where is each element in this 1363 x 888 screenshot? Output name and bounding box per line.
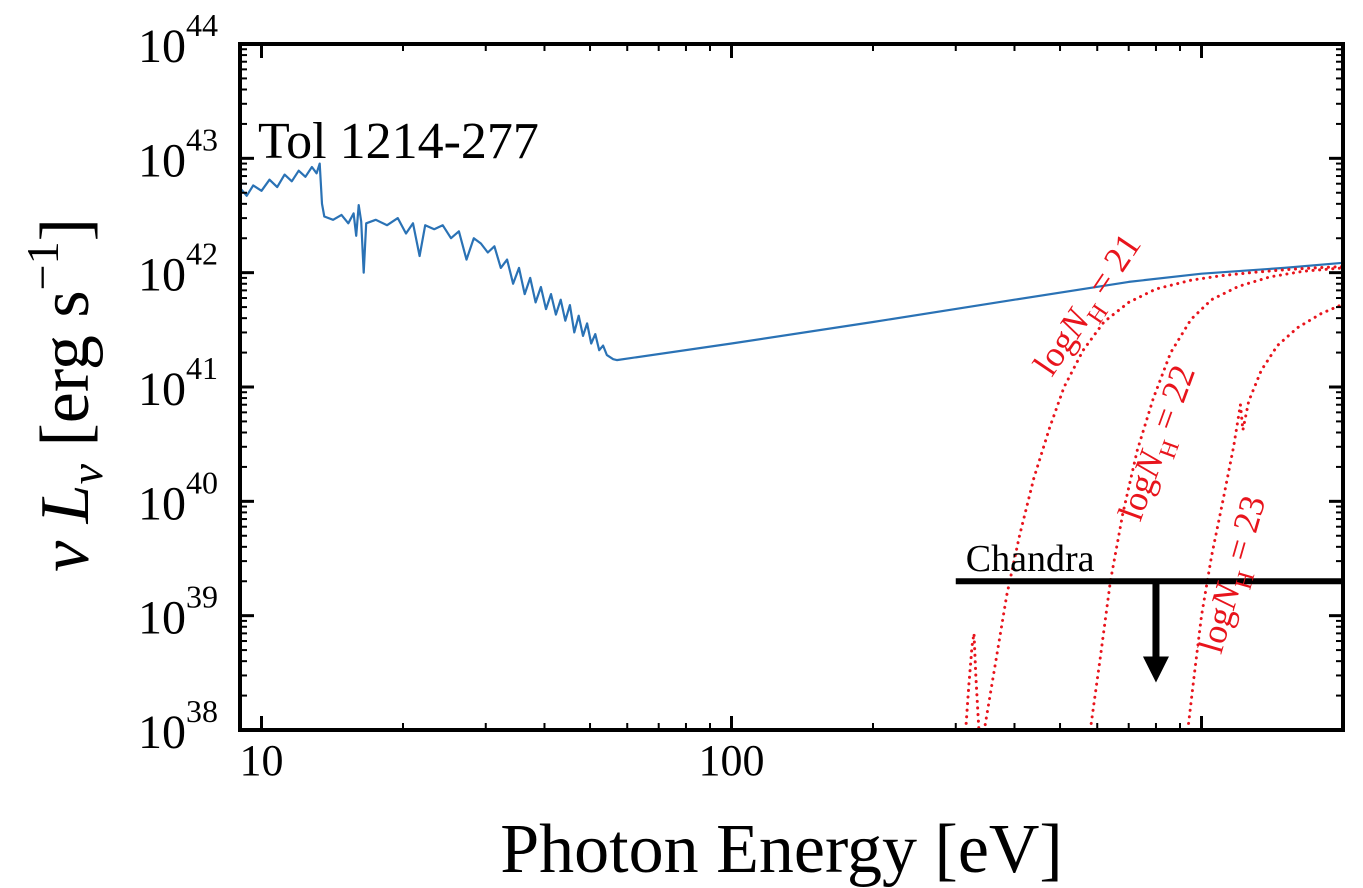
series-layer — [240, 162, 1343, 730]
y-label-subscript: ν — [61, 463, 112, 484]
y-tick-label: 1044 — [138, 7, 218, 73]
y-tick-base: 10 — [138, 134, 186, 187]
absorbed-line-1 — [964, 265, 1343, 730]
y-label-nu-l: ν L — [27, 484, 104, 572]
y-axis-label: ν Lν [erg s−1] — [17, 218, 112, 572]
y-tick-base: 10 — [138, 706, 186, 759]
y-tick-exponent: 39 — [186, 579, 218, 615]
y-tick-label: 1040 — [138, 464, 218, 530]
curve-label-2: logNH = 22 — [1110, 360, 1210, 528]
y-tick-base: 10 — [138, 363, 186, 416]
y-tick-label: 1039 — [138, 579, 218, 645]
curve-label-value: = 21 — [1074, 226, 1149, 310]
x-tick-label: 100 — [699, 736, 765, 785]
x-axis-label: Photon Energy [eV] — [500, 811, 1063, 888]
y-tick-exponent: 38 — [186, 693, 218, 729]
y-tick-base: 10 — [138, 249, 186, 302]
spectrum-line — [240, 162, 1343, 362]
y-tick-base: 10 — [138, 20, 186, 73]
curve-label-subscript: H — [1231, 569, 1261, 593]
y-label-units-close: ] — [27, 218, 104, 241]
labels-layer: Photon Energy [eV] ν Lν [erg s−1] Tol 1214… — [17, 113, 1281, 888]
y-tick-exponent: 43 — [186, 121, 218, 157]
y-tick-exponent: 41 — [186, 350, 218, 386]
y-tick-exponent: 44 — [186, 7, 218, 43]
y-label-units-exponent: −1 — [17, 241, 68, 290]
absorbed-line-3 — [1186, 302, 1343, 730]
y-tick-base: 10 — [138, 592, 186, 645]
object-name-annotation: Tol 1214-277 — [258, 113, 539, 170]
curve-label-3: logNH = 23 — [1190, 491, 1281, 660]
y-tick-label: 1038 — [138, 693, 218, 759]
y-tick-label: 1043 — [138, 121, 218, 187]
curve-label-value: = 23 — [1214, 491, 1273, 573]
upper-limit-layer: Chandra — [955, 538, 1343, 683]
upper-limit-arrowhead — [1142, 656, 1169, 683]
y-tick-exponent: 40 — [186, 464, 218, 500]
y-label-units: [erg s — [27, 290, 104, 464]
y-tick-base: 10 — [138, 477, 186, 530]
curve-label-1: logNH = 21 — [1025, 226, 1155, 387]
y-tick-exponent: 42 — [186, 236, 218, 272]
axes-layer — [238, 42, 1345, 732]
upper-limit-label: Chandra — [966, 538, 1095, 580]
curve-label-value: = 22 — [1140, 360, 1203, 444]
y-tick-label: 1041 — [138, 350, 218, 416]
y-tick-label: 1042 — [138, 236, 218, 302]
x-tick-label: 10 — [240, 736, 284, 785]
